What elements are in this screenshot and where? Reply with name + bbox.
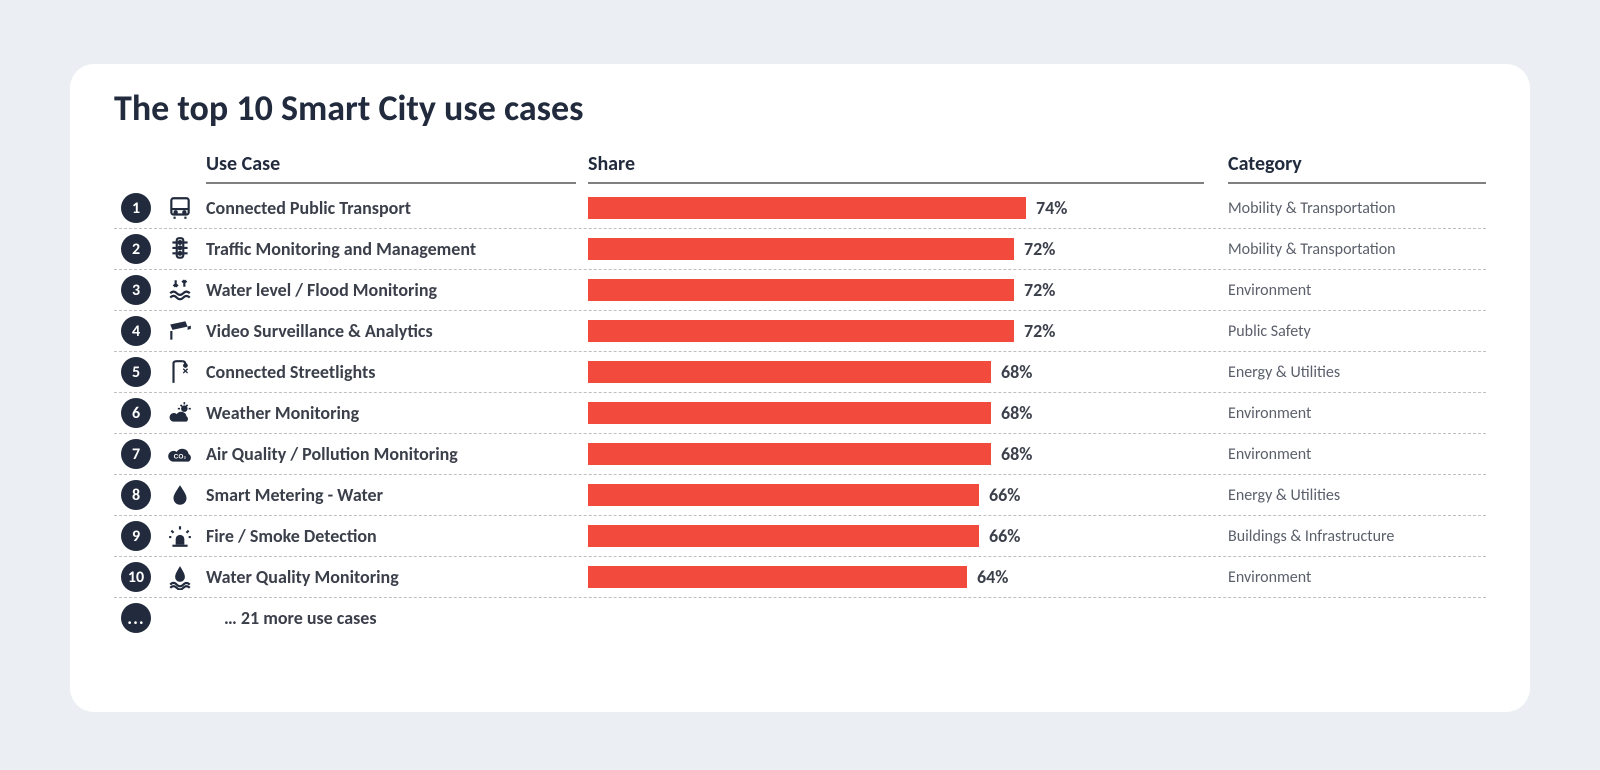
usecase-label: Connected Public Transport — [206, 197, 411, 219]
share-bar-wrap: 64% — [588, 566, 1204, 588]
share-bar-wrap: 72% — [588, 320, 1204, 342]
rank-badge: 4 — [121, 316, 151, 346]
table-row: 4 Video Surveillance & Analytics 72% Public… — [114, 311, 1486, 352]
table-row: 6 Weather Monitoring 68% Environment — [114, 393, 1486, 434]
share-bar — [588, 320, 1014, 342]
rank-badge: 2 — [121, 234, 151, 264]
category-label: Public Safety — [1228, 322, 1311, 341]
usecase-table: Use Case Share Category 1 Connected Publi… — [114, 144, 1486, 638]
table-row: 2 Traffic Monitoring and Management 72% Mob… — [114, 229, 1486, 270]
table-row: 3 Water level / Flood Monitoring 72% Enviro… — [114, 270, 1486, 311]
share-value: 72% — [1024, 238, 1055, 260]
table-row: 1 Connected Public Transport 74% Mobility &… — [114, 188, 1486, 229]
rank-badge: 7 — [121, 439, 151, 469]
category-label: Environment — [1228, 445, 1311, 464]
alarm-icon — [167, 523, 193, 549]
share-bar-wrap: 72% — [588, 279, 1204, 301]
usecase-label: Fire / Smoke Detection — [206, 525, 377, 547]
share-bar-wrap: 72% — [588, 238, 1204, 260]
more-use-cases-label: … 21 more use cases — [206, 607, 377, 629]
share-bar — [588, 197, 1026, 219]
category-label: Environment — [1228, 568, 1311, 587]
cctv-icon — [167, 318, 193, 344]
co2-cloud-icon: CO₂ — [167, 441, 193, 467]
share-value: 64% — [977, 566, 1008, 588]
usecase-label: Smart Metering - Water — [206, 484, 383, 506]
rank-badge: 10 — [121, 562, 151, 592]
water-drop-icon — [167, 482, 193, 508]
usecase-label: Air Quality / Pollution Monitoring — [206, 443, 458, 465]
category-label: Energy & Utilities — [1228, 363, 1340, 382]
header-usecase: Use Case — [206, 152, 576, 180]
category-label: Energy & Utilities — [1228, 486, 1340, 505]
share-value: 68% — [1001, 443, 1032, 465]
category-label: Mobility & Transportation — [1228, 240, 1396, 259]
share-bar-wrap: 66% — [588, 525, 1204, 547]
rank-badge: 6 — [121, 398, 151, 428]
share-value: 68% — [1001, 361, 1032, 383]
share-value: 72% — [1024, 320, 1055, 342]
usecase-label: Video Surveillance & Analytics — [206, 320, 433, 342]
usecase-label: Weather Monitoring — [206, 402, 359, 424]
share-bar — [588, 279, 1014, 301]
share-bar — [588, 402, 991, 424]
table-footer-row: ... … 21 more use cases — [114, 598, 1486, 638]
share-bar — [588, 443, 991, 465]
streetlight-icon — [167, 359, 193, 385]
usecase-label: Water Quality Monitoring — [206, 566, 399, 588]
share-bar-wrap: 74% — [588, 197, 1204, 219]
share-value: 74% — [1036, 197, 1067, 219]
header-share: Share — [588, 152, 1204, 180]
category-label: Mobility & Transportation — [1228, 199, 1396, 218]
share-bar-wrap: 66% — [588, 484, 1204, 506]
usecase-label: Traffic Monitoring and Management — [206, 238, 476, 260]
content-card: The top 10 Smart City use cases Use Case… — [70, 64, 1530, 712]
water-quality-icon — [167, 564, 193, 590]
category-label: Environment — [1228, 281, 1311, 300]
svg-text:CO₂: CO₂ — [174, 453, 187, 460]
share-value: 72% — [1024, 279, 1055, 301]
usecase-label: Water level / Flood Monitoring — [206, 279, 437, 301]
table-row: 8 Smart Metering - Water 66% Energy & Utili… — [114, 475, 1486, 516]
usecase-label: Connected Streetlights — [206, 361, 375, 383]
rank-badge: 8 — [121, 480, 151, 510]
rank-badge: 5 — [121, 357, 151, 387]
page-title: The top 10 Smart City use cases — [114, 86, 1486, 130]
category-label: Buildings & Infrastructure — [1228, 527, 1394, 546]
share-bar-wrap: 68% — [588, 402, 1204, 424]
table-row: 5 Connected Streetlights 68% Energy & Utili… — [114, 352, 1486, 393]
traffic-light-icon — [167, 236, 193, 262]
table-header-row: Use Case Share Category — [114, 144, 1486, 184]
share-value: 66% — [989, 484, 1020, 506]
share-bar-wrap: 68% — [588, 361, 1204, 383]
share-value: 66% — [989, 525, 1020, 547]
table-row: 9 Fire / Smoke Detection 66% Buildings & In… — [114, 516, 1486, 557]
share-value: 68% — [1001, 402, 1032, 424]
rounded-frame: The top 10 Smart City use cases Use Case… — [24, 24, 1576, 746]
table-row: 10 Water Quality Monitoring 64% Environment — [114, 557, 1486, 598]
rank-badge: 3 — [121, 275, 151, 305]
rank-badge: 1 — [121, 193, 151, 223]
share-bar — [588, 566, 967, 588]
bus-icon — [167, 195, 193, 221]
header-category: Category — [1228, 152, 1486, 180]
share-bar-wrap: 68% — [588, 443, 1204, 465]
table-row: 7 CO₂ Air Quality / Pollution Monitoring 68… — [114, 434, 1486, 475]
flood-icon — [167, 277, 193, 303]
category-label: Environment — [1228, 404, 1311, 423]
page-outer: The top 10 Smart City use cases Use Case… — [0, 0, 1600, 770]
share-bar — [588, 525, 979, 547]
ellipsis-badge: ... — [121, 603, 151, 633]
share-bar — [588, 361, 991, 383]
weather-icon — [167, 400, 193, 426]
rank-badge: 9 — [121, 521, 151, 551]
share-bar — [588, 484, 979, 506]
share-bar — [588, 238, 1014, 260]
